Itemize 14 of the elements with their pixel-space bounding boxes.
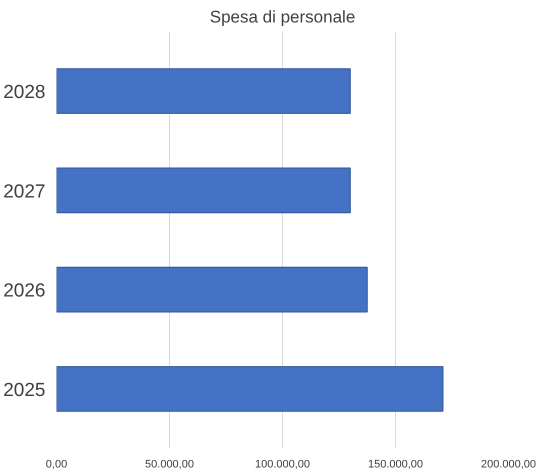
bar	[56, 266, 368, 312]
y-tick-label: 2027	[3, 181, 46, 202]
y-tick-label: 2025	[3, 380, 46, 401]
y-tick-label: 2026	[3, 280, 46, 302]
chart-title: Spesa di personale	[210, 8, 356, 26]
x-tick-label: 0,00	[46, 458, 68, 470]
y-tick-label: 2028	[3, 82, 46, 104]
bar	[56, 68, 351, 114]
bar	[56, 168, 351, 214]
x-tick-label: 200.000,00	[480, 458, 536, 470]
bar	[56, 366, 444, 412]
x-tick-label: 100.000,00	[254, 458, 310, 470]
x-tick-label: 150.000,00	[368, 458, 424, 470]
x-tick-label: 50.000,00	[145, 458, 194, 470]
